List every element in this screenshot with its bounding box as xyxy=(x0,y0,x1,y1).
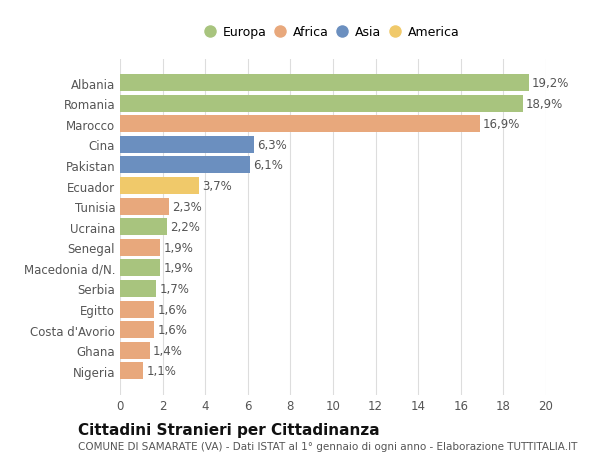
Text: 18,9%: 18,9% xyxy=(526,97,563,110)
Bar xyxy=(120,198,169,215)
Text: 1,7%: 1,7% xyxy=(160,282,189,295)
Text: 2,2%: 2,2% xyxy=(170,221,200,234)
Bar xyxy=(120,178,199,195)
Text: 16,9%: 16,9% xyxy=(483,118,521,131)
Bar xyxy=(120,342,150,359)
Text: 1,1%: 1,1% xyxy=(146,364,176,378)
Bar xyxy=(120,116,480,133)
Text: 1,9%: 1,9% xyxy=(164,262,194,275)
Bar xyxy=(120,363,143,380)
Legend: Europa, Africa, Asia, America: Europa, Africa, Asia, America xyxy=(203,22,463,43)
Text: 1,6%: 1,6% xyxy=(157,303,187,316)
Bar xyxy=(120,280,156,297)
Text: COMUNE DI SAMARATE (VA) - Dati ISTAT al 1° gennaio di ogni anno - Elaborazione T: COMUNE DI SAMARATE (VA) - Dati ISTAT al … xyxy=(78,441,577,451)
Bar xyxy=(120,219,167,235)
Text: 1,4%: 1,4% xyxy=(153,344,183,357)
Text: Cittadini Stranieri per Cittadinanza: Cittadini Stranieri per Cittadinanza xyxy=(78,422,380,437)
Bar xyxy=(120,322,154,338)
Text: 6,3%: 6,3% xyxy=(257,139,287,151)
Text: 19,2%: 19,2% xyxy=(532,77,569,90)
Bar xyxy=(120,157,250,174)
Bar xyxy=(120,75,529,92)
Text: 1,6%: 1,6% xyxy=(157,324,187,336)
Text: 1,9%: 1,9% xyxy=(164,241,194,254)
Bar xyxy=(120,239,160,256)
Bar xyxy=(120,95,523,112)
Bar xyxy=(120,260,160,277)
Bar xyxy=(120,301,154,318)
Text: 3,7%: 3,7% xyxy=(202,179,232,193)
Text: 6,1%: 6,1% xyxy=(253,159,283,172)
Text: 2,3%: 2,3% xyxy=(172,200,202,213)
Bar xyxy=(120,137,254,153)
